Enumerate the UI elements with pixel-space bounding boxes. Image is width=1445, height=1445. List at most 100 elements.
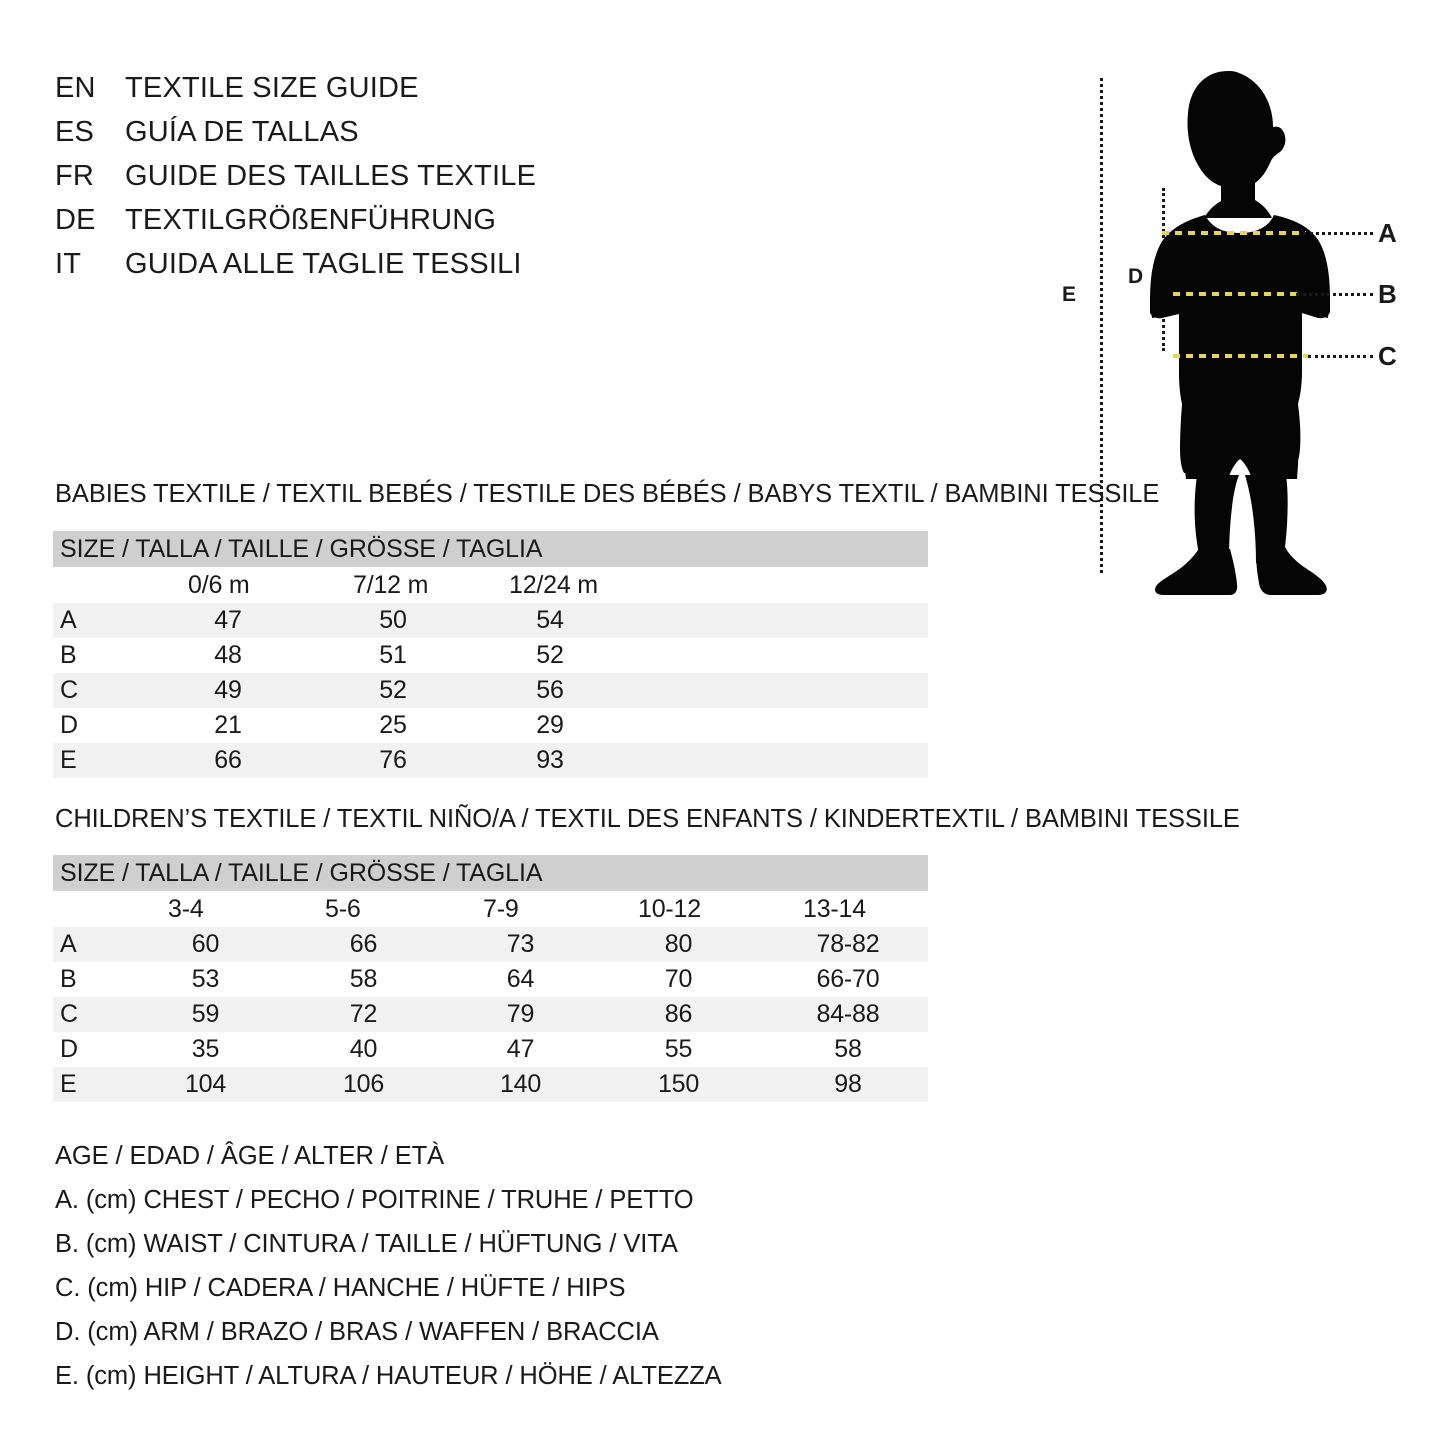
- children-col-header-3: 10-12: [638, 895, 701, 923]
- children-row-label-e: E: [60, 1070, 77, 1098]
- babies-cell-b-2: 52: [536, 641, 564, 669]
- children-col-header-1: 5-6: [325, 895, 361, 923]
- babies-size-table: SIZE / TALLA / TAILLE / GRÖSSE / TAGLIA …: [53, 531, 928, 778]
- language-code-en: EN: [55, 72, 96, 104]
- babies-cell-b-1: 51: [379, 641, 407, 669]
- babies-cell-e-1: 76: [379, 746, 407, 774]
- children-cell-d-2: 47: [506, 1035, 535, 1063]
- children-section-title: CHILDREN’S TEXTILE / TEXTIL NIÑO/A / TEX…: [55, 805, 1240, 833]
- table-row: A 47 50 54: [53, 603, 928, 638]
- table-row: C 49 52 56: [53, 673, 928, 708]
- language-title-it: GUIDA ALLE TAGLIE TESSILI: [125, 248, 522, 280]
- leader-line-a: [1303, 232, 1373, 235]
- legend-line-c-hip: C. (cm) HIP / CADERA / HANCHE / HÜFTE / …: [55, 1274, 626, 1302]
- language-title-fr: GUIDE DES TAILLES TEXTILE: [125, 160, 537, 192]
- babies-cell-b-0: 48: [214, 641, 242, 669]
- table-row: D 21 25 29: [53, 708, 928, 743]
- children-column-header-row: 3-4 5-6 7-9 10-12 13-14: [53, 891, 928, 927]
- legend-line-d-arm: D. (cm) ARM / BRAZO / BRAS / WAFFEN / BR…: [55, 1318, 659, 1346]
- language-header-block: EN TEXTILE SIZE GUIDE ES GUÍA DE TALLAS …: [55, 72, 695, 292]
- children-cell-e-0: 104: [184, 1070, 227, 1098]
- children-cell-e-1: 106: [342, 1070, 385, 1098]
- table-row: E 66 76 93: [53, 743, 928, 778]
- babies-cell-a-1: 50: [379, 606, 407, 634]
- children-cell-b-3: 70: [664, 965, 693, 993]
- babies-cell-c-0: 49: [214, 676, 242, 704]
- language-code-es: ES: [55, 116, 95, 148]
- body-measurement-diagram: E D: [1040, 55, 1440, 595]
- table-row: D 35 40 47 55 58: [53, 1032, 928, 1067]
- children-cell-d-1: 40: [349, 1035, 378, 1063]
- marker-label-b: B: [1378, 279, 1397, 309]
- children-cell-b-2: 64: [506, 965, 535, 993]
- babies-cell-d-0: 21: [214, 711, 242, 739]
- children-cell-a-0: 60: [191, 930, 220, 958]
- hip-measure-line-c: [1173, 354, 1313, 358]
- children-row-label-a: A: [60, 930, 77, 958]
- child-silhouette: [1150, 71, 1330, 595]
- babies-row-label-b: B: [60, 641, 77, 669]
- children-cell-c-4: 84-88: [816, 1000, 880, 1028]
- table-row: A 60 66 73 80 78-82: [53, 927, 928, 962]
- children-cell-a-4: 78-82: [816, 930, 880, 958]
- children-cell-b-0: 53: [191, 965, 220, 993]
- legend-line-a-chest: A. (cm) CHEST / PECHO / POITRINE / TRUHE…: [55, 1186, 694, 1214]
- children-cell-d-3: 55: [664, 1035, 693, 1063]
- table-row: B 48 51 52: [53, 638, 928, 673]
- children-cell-d-4: 58: [834, 1035, 862, 1063]
- chest-measure-line-a: [1162, 231, 1306, 235]
- children-cell-b-1: 58: [349, 965, 378, 993]
- marker-label-c: C: [1378, 341, 1397, 371]
- children-row-label-c: C: [60, 1000, 78, 1028]
- children-col-header-0: 3-4: [168, 895, 204, 923]
- language-row-es: ES GUÍA DE TALLAS: [55, 116, 695, 160]
- children-cell-b-4: 66-70: [816, 965, 880, 993]
- table-row: C 59 72 79 86 84-88: [53, 997, 928, 1032]
- babies-cell-e-2: 93: [536, 746, 564, 774]
- language-code-it: IT: [55, 248, 82, 280]
- language-row-de: DE TEXTILGRÖßENFÜHRUNG: [55, 204, 695, 248]
- marker-label-a: A: [1378, 218, 1397, 248]
- language-title-de: TEXTILGRÖßENFÜHRUNG: [125, 204, 497, 236]
- children-col-header-4: 13-14: [803, 895, 866, 923]
- babies-col-header-1: 7/12 m: [353, 571, 429, 599]
- table-row: E 104 106 140 150 98: [53, 1067, 928, 1102]
- children-cell-e-3: 150: [657, 1070, 700, 1098]
- babies-size-header: SIZE / TALLA / TAILLE / GRÖSSE / TAGLIA: [53, 531, 928, 567]
- children-cell-d-0: 35: [191, 1035, 220, 1063]
- marker-label-e: E: [1062, 283, 1077, 306]
- babies-column-header-row: 0/6 m 7/12 m 12/24 m: [53, 567, 928, 603]
- height-reference-line-e: [1100, 78, 1103, 573]
- children-cell-c-1: 72: [349, 1000, 378, 1028]
- language-code-fr: FR: [55, 160, 95, 192]
- children-col-header-2: 7-9: [483, 895, 519, 923]
- language-title-es: GUÍA DE TALLAS: [125, 116, 359, 148]
- language-code-de: DE: [55, 204, 96, 236]
- babies-row-label-c: C: [60, 676, 78, 704]
- legend-line-b-waist: B. (cm) WAIST / CINTURA / TAILLE / HÜFTU…: [55, 1230, 678, 1258]
- children-cell-e-2: 140: [499, 1070, 542, 1098]
- children-size-header: SIZE / TALLA / TAILLE / GRÖSSE / TAGLIA: [53, 855, 928, 891]
- babies-cell-a-0: 47: [214, 606, 242, 634]
- babies-col-header-2: 12/24 m: [509, 571, 598, 599]
- children-row-label-b: B: [60, 965, 77, 993]
- table-row: B 53 58 64 70 66-70: [53, 962, 928, 997]
- language-row-en: EN TEXTILE SIZE GUIDE: [55, 72, 695, 116]
- babies-col-header-0: 0/6 m: [188, 571, 250, 599]
- children-cell-c-3: 86: [664, 1000, 693, 1028]
- children-cell-a-1: 66: [349, 930, 378, 958]
- babies-section-title: BABIES TEXTILE / TEXTIL BEBÉS / TESTILE …: [55, 480, 1160, 508]
- measurement-legend: AGE / EDAD / ÂGE / ALTER / ETÀ A. (cm) C…: [55, 1142, 815, 1406]
- waist-measure-line-b: [1173, 292, 1299, 296]
- babies-row-label-d: D: [60, 711, 78, 739]
- babies-row-label-e: E: [60, 746, 77, 774]
- children-row-label-d: D: [60, 1035, 78, 1063]
- leader-line-c: [1308, 355, 1373, 358]
- marker-label-d: D: [1128, 265, 1144, 288]
- legend-line-e-height: E. (cm) HEIGHT / ALTURA / HAUTEUR / HÖHE…: [55, 1362, 722, 1390]
- children-cell-a-2: 73: [506, 930, 535, 958]
- babies-cell-e-0: 66: [214, 746, 242, 774]
- language-row-fr: FR GUIDE DES TAILLES TEXTILE: [55, 160, 695, 204]
- legend-line-age: AGE / EDAD / ÂGE / ALTER / ETÀ: [55, 1142, 445, 1170]
